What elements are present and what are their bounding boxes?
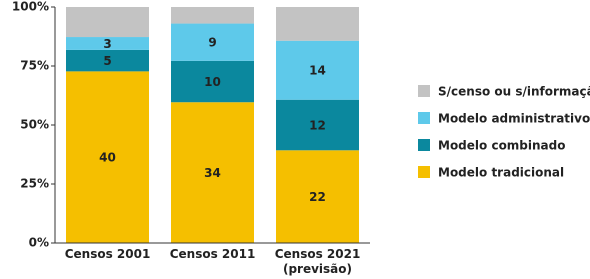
bar-segment (171, 7, 254, 24)
y-tick-label: 25% (20, 177, 49, 191)
y-tick-label: 0% (29, 236, 49, 250)
y-tick-label: 75% (20, 59, 49, 73)
data-label: 34 (204, 166, 221, 180)
data-label: 5 (103, 54, 111, 68)
bar-segment (66, 49, 149, 72)
data-label: 22 (309, 190, 326, 204)
legend-swatch (418, 166, 430, 178)
data-label: 10 (204, 75, 221, 89)
legend-label: S/censo ou s/informação (438, 85, 590, 99)
data-label: 12 (309, 119, 326, 133)
legend-swatch (418, 85, 430, 97)
bar-segment (276, 7, 359, 41)
y-tick-label: 50% (20, 118, 49, 132)
data-label: 3 (103, 37, 111, 51)
x-tick-label-line: (previsão) (283, 262, 352, 276)
x-tick-label: Censos 2011 (170, 247, 256, 261)
bar-segment (66, 71, 149, 243)
data-label: 14 (309, 64, 326, 78)
x-tick-label: Censos 2021 (previsão) (275, 247, 361, 276)
x-tick-label: Censos 2001 (65, 247, 151, 261)
data-label: 9 (208, 36, 216, 50)
legend-swatch (418, 139, 430, 151)
y-tick-label: 100% (12, 0, 49, 14)
x-tick-label-line: Censos 2001 (65, 247, 151, 261)
bar-segment (66, 7, 149, 38)
x-tick-label-line: Censos 2011 (170, 247, 256, 261)
legend-label: Modelo combinado (438, 139, 566, 153)
legend-label: Modelo tradicional (438, 166, 564, 180)
legend-swatch (418, 112, 430, 124)
bar-segment (276, 40, 359, 100)
data-label: 40 (99, 151, 116, 165)
bar-segment (171, 60, 254, 103)
bar-segment (66, 37, 149, 50)
legend-label: Modelo administrativo (438, 112, 590, 126)
bar-segment (171, 23, 254, 61)
bar-segment (171, 102, 254, 243)
bar-segment (276, 99, 359, 151)
x-tick-label-line: Censos 2021 (275, 247, 361, 261)
bar-segment (276, 150, 359, 243)
